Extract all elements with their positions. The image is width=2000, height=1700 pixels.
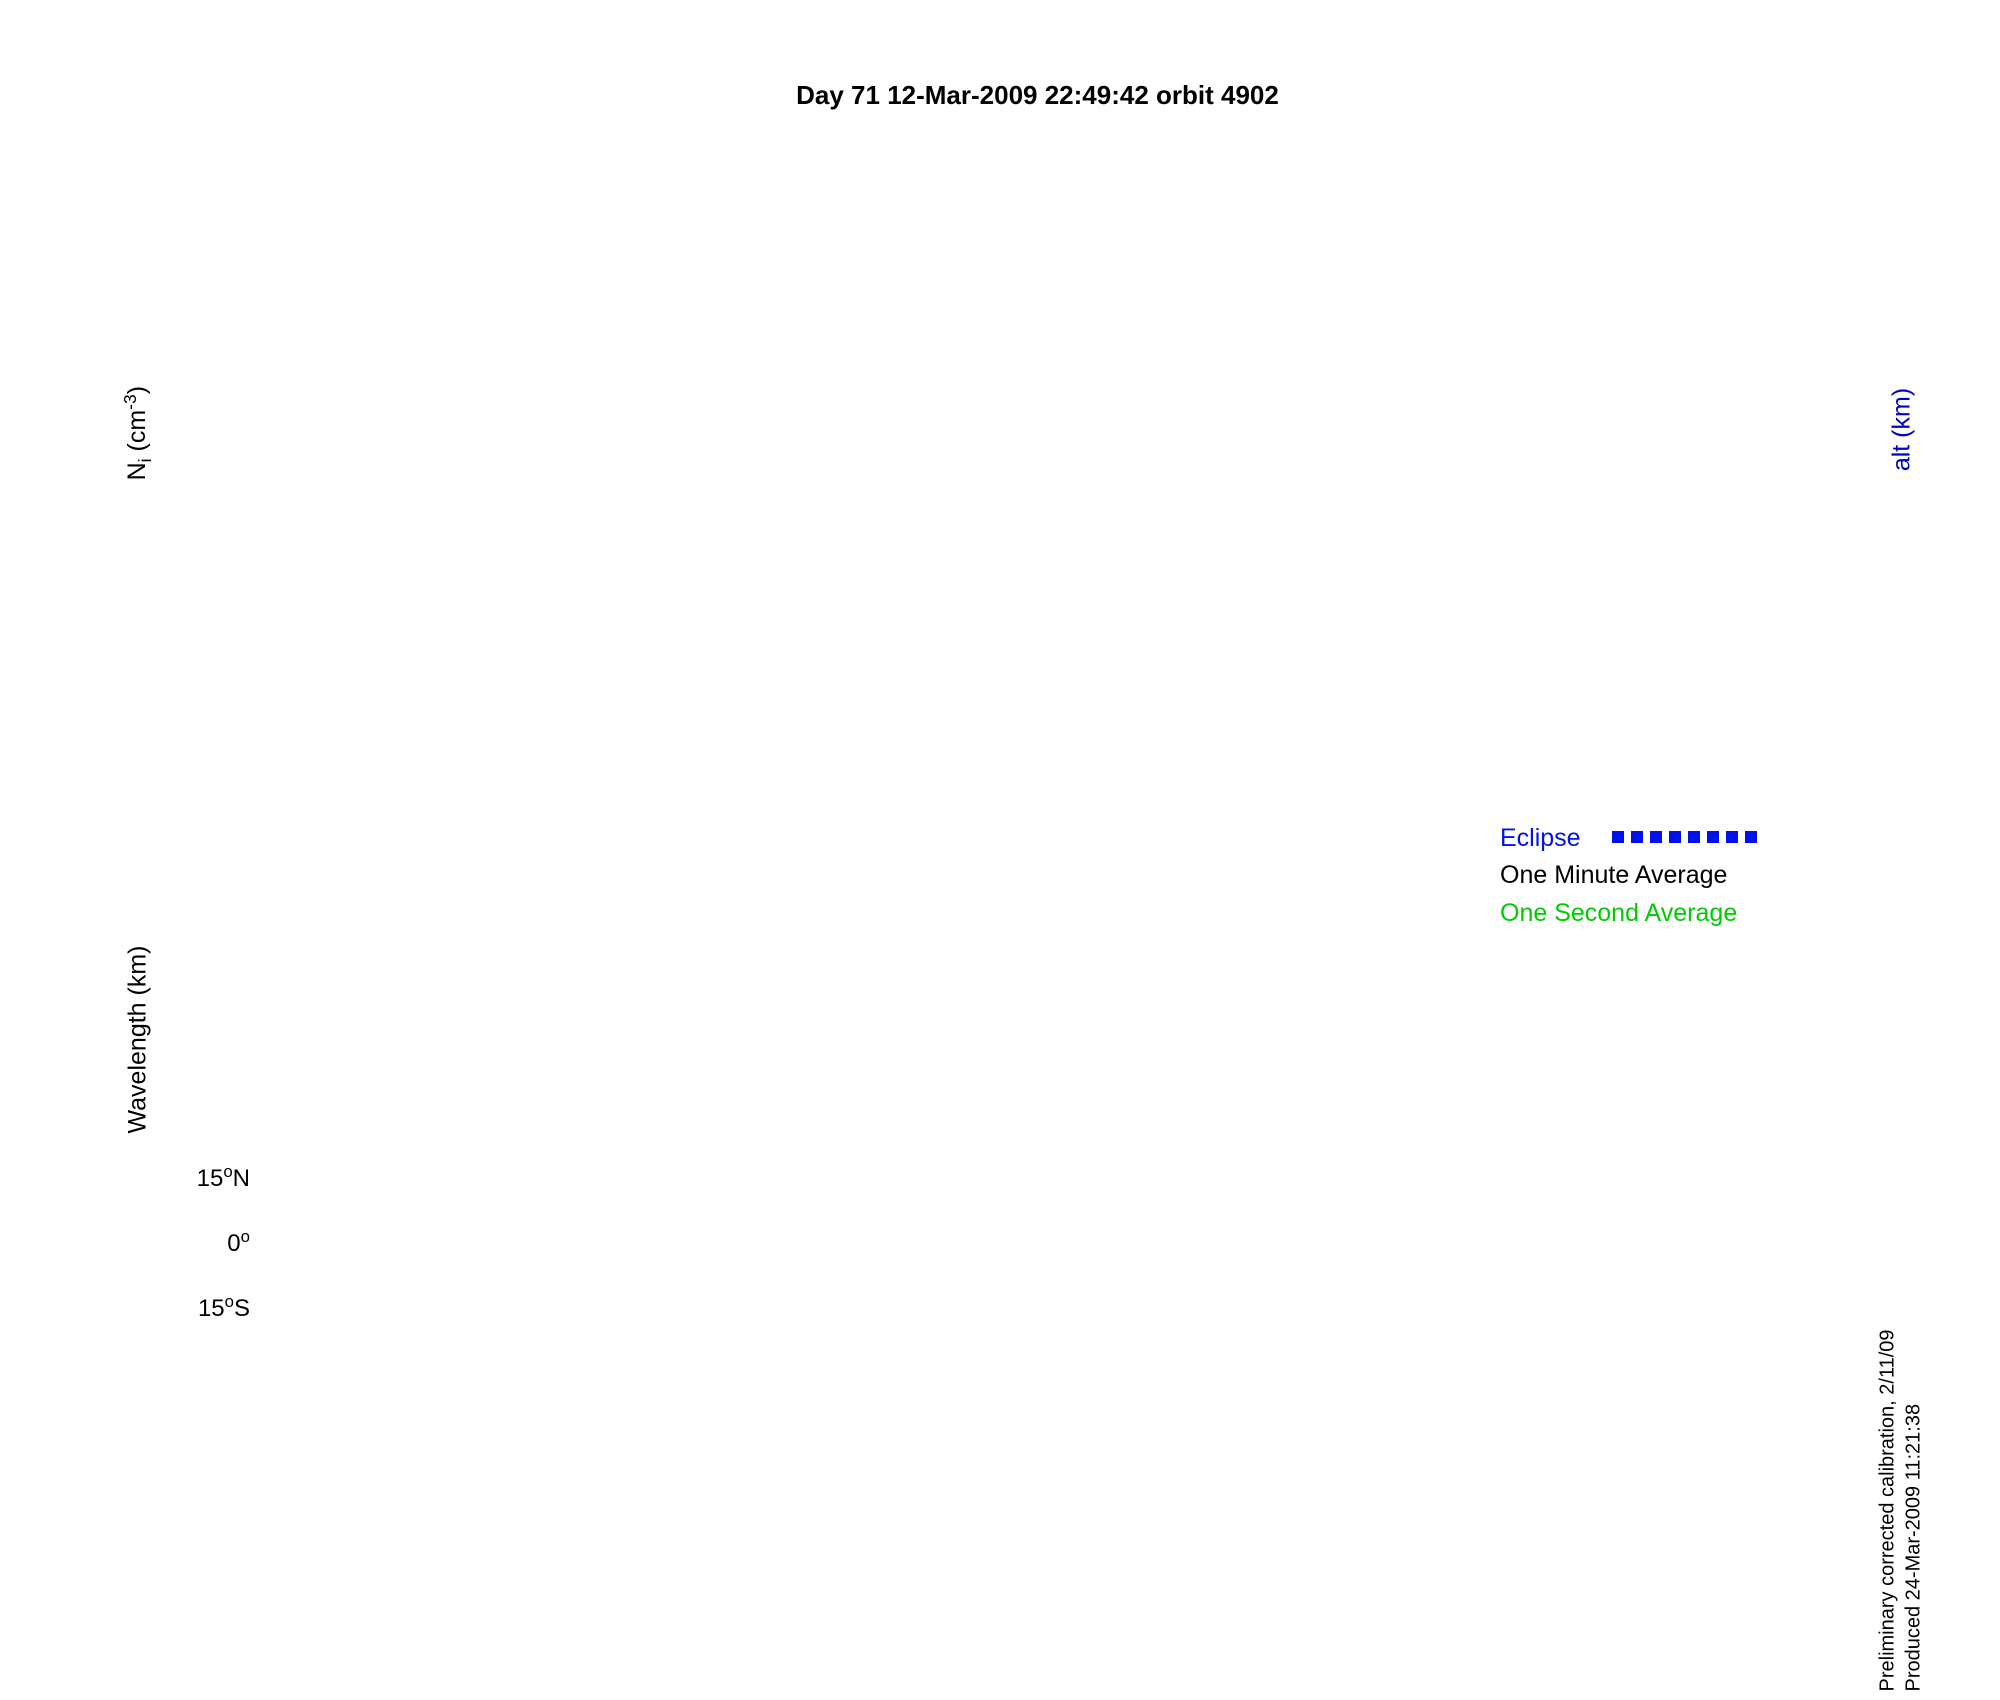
legend-one-second-label: One Second Average — [1500, 899, 1738, 927]
map-lat-label-15s: 15oS — [197, 1292, 250, 1322]
page-title: Day 71 12-Mar-2009 22:49:42 orbit 4902 — [796, 80, 1279, 110]
map-lat-label-15n: 15oN — [196, 1162, 250, 1192]
legend-eclipse-swatch — [1612, 831, 1764, 843]
alt-axis-label: alt (km) — [1887, 387, 1916, 472]
legend-eclipse-label: Eclipse — [1500, 824, 1581, 852]
side-note-calibration: Preliminary corrected calibration, 2/11/… — [1876, 1329, 1899, 1692]
side-note-produced: Produced 24-Mar-2009 11:21:38 — [1902, 1403, 1925, 1692]
density-y-axis-label: Ni (cm-3) — [119, 385, 156, 481]
map-lat-label-0: 0o — [227, 1227, 250, 1257]
legend-one-minute-label: One Minute Average — [1500, 861, 1728, 889]
wavelength-axis-label: Wavelength (km) — [123, 945, 152, 1134]
